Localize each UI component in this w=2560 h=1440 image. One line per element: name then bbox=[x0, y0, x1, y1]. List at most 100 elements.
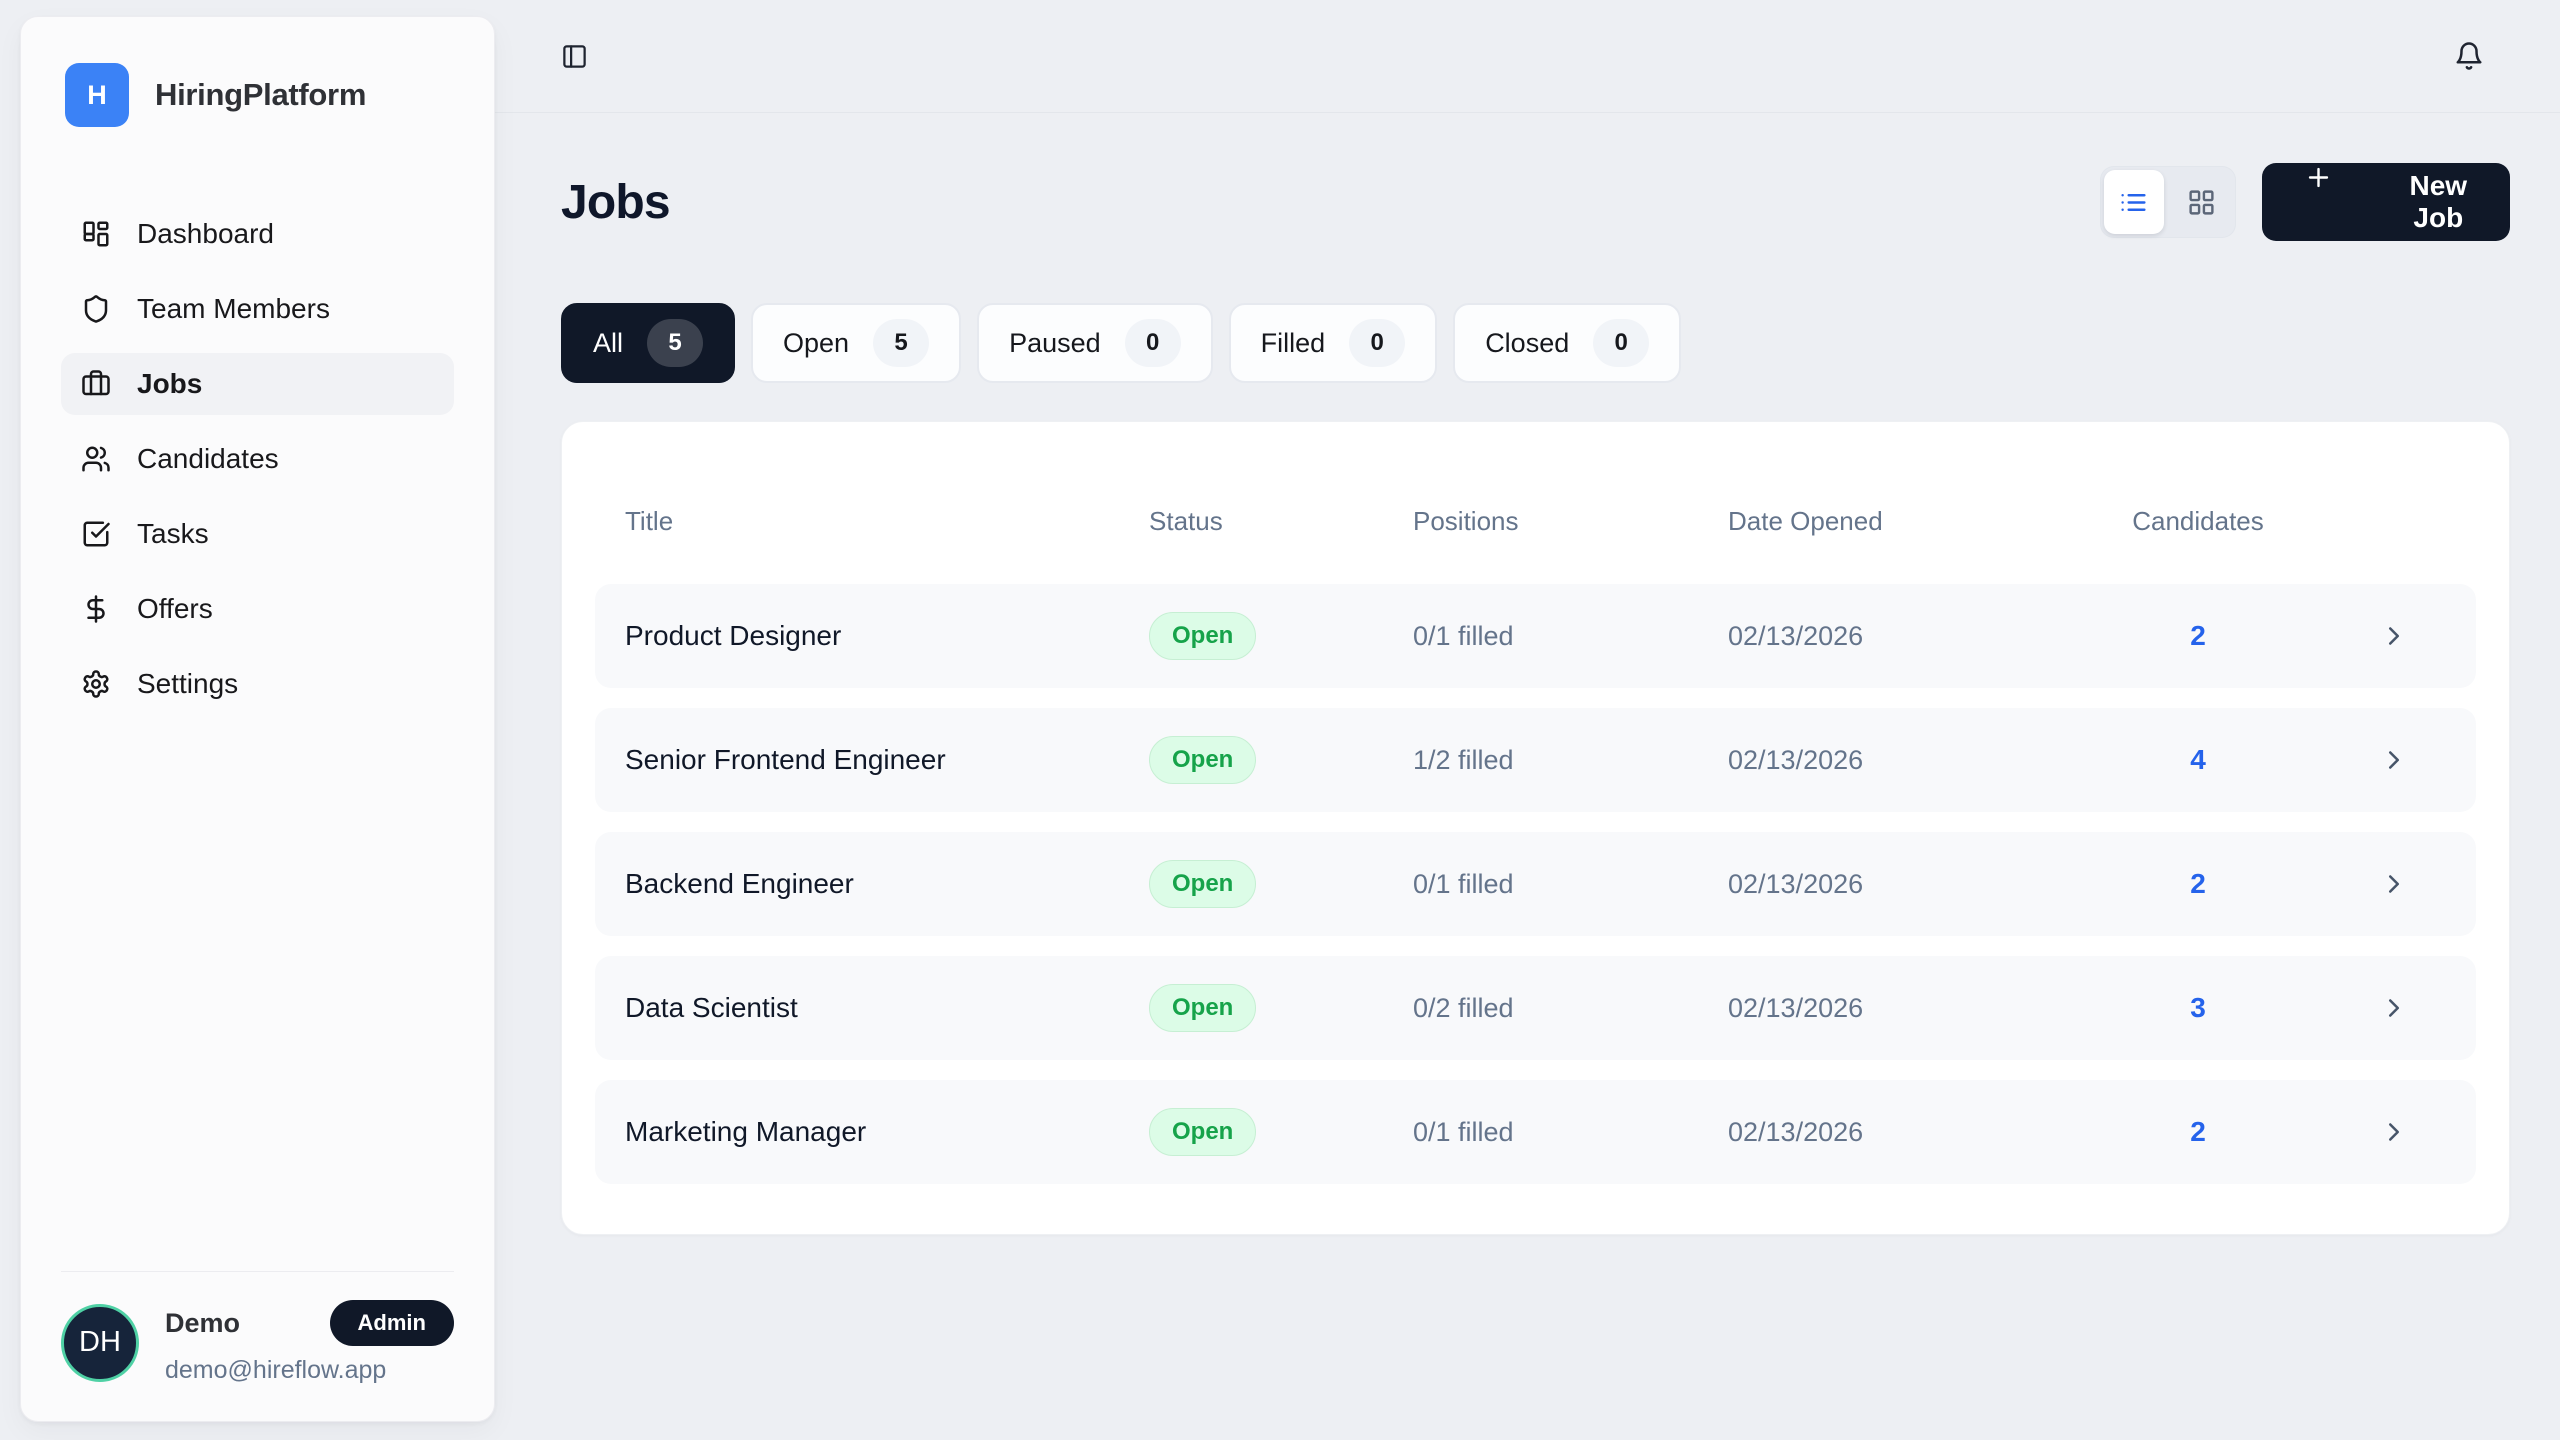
plus-icon bbox=[2304, 163, 2389, 241]
sidebar-toggle-button[interactable] bbox=[561, 43, 588, 70]
date-opened-value: 02/13/2026 bbox=[1728, 992, 1864, 1023]
date-opened-value: 02/13/2026 bbox=[1728, 1116, 1864, 1147]
panel-left-icon bbox=[561, 43, 588, 70]
column-header-title: Title bbox=[625, 505, 674, 536]
job-title: Backend Engineer bbox=[625, 868, 854, 899]
main-area: Jobs New Job All 5 Open 5 Paused 0 Filled 0 Clos… bbox=[495, 0, 2560, 1440]
job-title: Product Designer bbox=[625, 620, 842, 651]
sidebar-item-team-members[interactable]: Team Members bbox=[61, 278, 454, 340]
column-header-candidates: Candidates bbox=[2132, 505, 2264, 536]
filter-count-badge: 5 bbox=[647, 319, 704, 367]
candidates-count: 2 bbox=[2190, 1116, 2206, 1147]
candidates-count: 4 bbox=[2190, 744, 2206, 775]
filter-tab-filled[interactable]: Filled 0 bbox=[1228, 303, 1438, 383]
shield-icon bbox=[81, 294, 111, 324]
chevron-right-icon[interactable] bbox=[2338, 993, 2450, 1023]
view-toggle bbox=[2099, 166, 2236, 238]
grid-view-button[interactable] bbox=[2172, 170, 2232, 234]
filter-tab-all[interactable]: All 5 bbox=[561, 303, 736, 383]
new-job-label: New Job bbox=[2409, 170, 2468, 233]
notifications-button[interactable] bbox=[2454, 41, 2484, 71]
sidebar: H HiringPlatform Dashboard Team Members Jo… bbox=[20, 16, 495, 1422]
positions-value: 0/1 filled bbox=[1413, 620, 1514, 651]
role-badge: Admin bbox=[329, 1300, 454, 1346]
user-email: demo@hireflow.app bbox=[165, 1356, 387, 1384]
positions-value: 1/2 filled bbox=[1413, 744, 1514, 775]
status-badge: Open bbox=[1149, 1108, 1257, 1156]
grid-icon bbox=[2187, 188, 2216, 217]
filter-tab-open[interactable]: Open 5 bbox=[751, 303, 962, 383]
job-row-marketing-manager[interactable]: Marketing Manager Open 0/1 filled 02/13/202… bbox=[595, 1080, 2476, 1184]
status-badge: Open bbox=[1149, 860, 1257, 908]
new-job-button[interactable]: New Job bbox=[2261, 163, 2510, 241]
avatar: DH bbox=[61, 1303, 139, 1382]
job-row-data-scientist[interactable]: Data Scientist Open 0/2 filled 02/13/2026 3 bbox=[595, 956, 2476, 1060]
dollar-sign-icon bbox=[81, 594, 111, 624]
status-badge: Open bbox=[1149, 612, 1257, 660]
candidates-count: 3 bbox=[2190, 992, 2206, 1023]
user-name: Demo bbox=[165, 1307, 241, 1338]
chevron-right-icon[interactable] bbox=[2338, 745, 2450, 775]
chevron-right-icon[interactable] bbox=[2338, 621, 2450, 651]
list-icon bbox=[2119, 188, 2148, 217]
status-badge: Open bbox=[1149, 736, 1257, 784]
filter-label: Paused bbox=[1009, 327, 1101, 358]
sidebar-item-dashboard[interactable]: Dashboard bbox=[61, 203, 454, 265]
status-badge: Open bbox=[1149, 984, 1257, 1032]
candidates-count: 2 bbox=[2190, 620, 2206, 651]
sidebar-item-offers[interactable]: Offers bbox=[61, 578, 454, 640]
candidates-count: 2 bbox=[2190, 868, 2206, 899]
filter-label: Filled bbox=[1260, 327, 1326, 358]
chevron-right-icon[interactable] bbox=[2338, 869, 2450, 899]
filter-label: All bbox=[593, 327, 624, 358]
topbar bbox=[495, 0, 2560, 113]
date-opened-value: 02/13/2026 bbox=[1728, 620, 1864, 651]
positions-value: 0/1 filled bbox=[1413, 1116, 1514, 1147]
sidebar-item-settings[interactable]: Settings bbox=[61, 653, 454, 715]
sidebar-item-tasks[interactable]: Tasks bbox=[61, 503, 454, 565]
filter-tab-closed[interactable]: Closed 0 bbox=[1453, 303, 1682, 383]
positions-value: 0/2 filled bbox=[1413, 992, 1514, 1023]
sidebar-item-candidates[interactable]: Candidates bbox=[61, 428, 454, 490]
sidebar-item-label: Tasks bbox=[137, 518, 209, 549]
check-square-icon bbox=[81, 519, 111, 549]
sidebar-item-jobs[interactable]: Jobs bbox=[61, 353, 454, 415]
user-meta: Demo Admin demo@hireflow.app bbox=[165, 1300, 454, 1385]
job-row-backend-engineer[interactable]: Backend Engineer Open 0/1 filled 02/13/2026… bbox=[595, 832, 2476, 936]
chevron-right-icon[interactable] bbox=[2338, 1117, 2450, 1147]
page-title: Jobs bbox=[561, 175, 671, 229]
job-title: Senior Frontend Engineer bbox=[625, 744, 946, 775]
column-header-date-opened: Date Opened bbox=[1728, 505, 1883, 536]
brand-logo-icon: H bbox=[65, 63, 129, 127]
sidebar-item-label: Offers bbox=[137, 593, 213, 624]
sidebar-item-label: Settings bbox=[137, 668, 239, 699]
users-icon bbox=[81, 444, 111, 474]
filter-label: Open bbox=[783, 327, 850, 358]
filter-tabs: All 5 Open 5 Paused 0 Filled 0 Closed 0 bbox=[561, 303, 2510, 383]
table-header: Title Status Positions Date Opened Candidate… bbox=[595, 458, 2476, 584]
job-title: Marketing Manager bbox=[625, 1116, 867, 1147]
filter-count-badge: 5 bbox=[873, 319, 930, 367]
filter-label: Closed bbox=[1485, 327, 1570, 358]
sidebar-item-label: Jobs bbox=[137, 368, 203, 399]
column-header-status: Status bbox=[1149, 505, 1223, 536]
positions-value: 0/1 filled bbox=[1413, 868, 1514, 899]
date-opened-value: 02/13/2026 bbox=[1728, 868, 1864, 899]
filter-count-badge: 0 bbox=[1124, 319, 1181, 367]
dashboard-icon bbox=[81, 219, 111, 249]
job-title: Data Scientist bbox=[625, 992, 798, 1023]
jobs-table-card: Title Status Positions Date Opened Candidate… bbox=[561, 421, 2510, 1235]
filter-tab-paused[interactable]: Paused 0 bbox=[977, 303, 1213, 383]
bell-icon bbox=[2454, 41, 2484, 71]
job-row-product-designer[interactable]: Product Designer Open 0/1 filled 02/13/2026… bbox=[595, 584, 2476, 688]
briefcase-icon bbox=[81, 369, 111, 399]
brand-name: HiringPlatform bbox=[155, 77, 367, 112]
sidebar-nav: Dashboard Team Members Jobs Candidates Tasks… bbox=[61, 203, 454, 728]
list-view-button[interactable] bbox=[2103, 170, 2164, 234]
gear-icon bbox=[81, 669, 111, 699]
job-row-senior-frontend-engineer[interactable]: Senior Frontend Engineer Open 1/2 filled 02… bbox=[595, 708, 2476, 812]
user-block: DH Demo Admin demo@hireflow.app bbox=[61, 1271, 454, 1385]
filter-count-badge: 0 bbox=[1593, 319, 1650, 367]
sidebar-item-label: Dashboard bbox=[137, 218, 274, 249]
column-header-positions: Positions bbox=[1413, 505, 1519, 536]
